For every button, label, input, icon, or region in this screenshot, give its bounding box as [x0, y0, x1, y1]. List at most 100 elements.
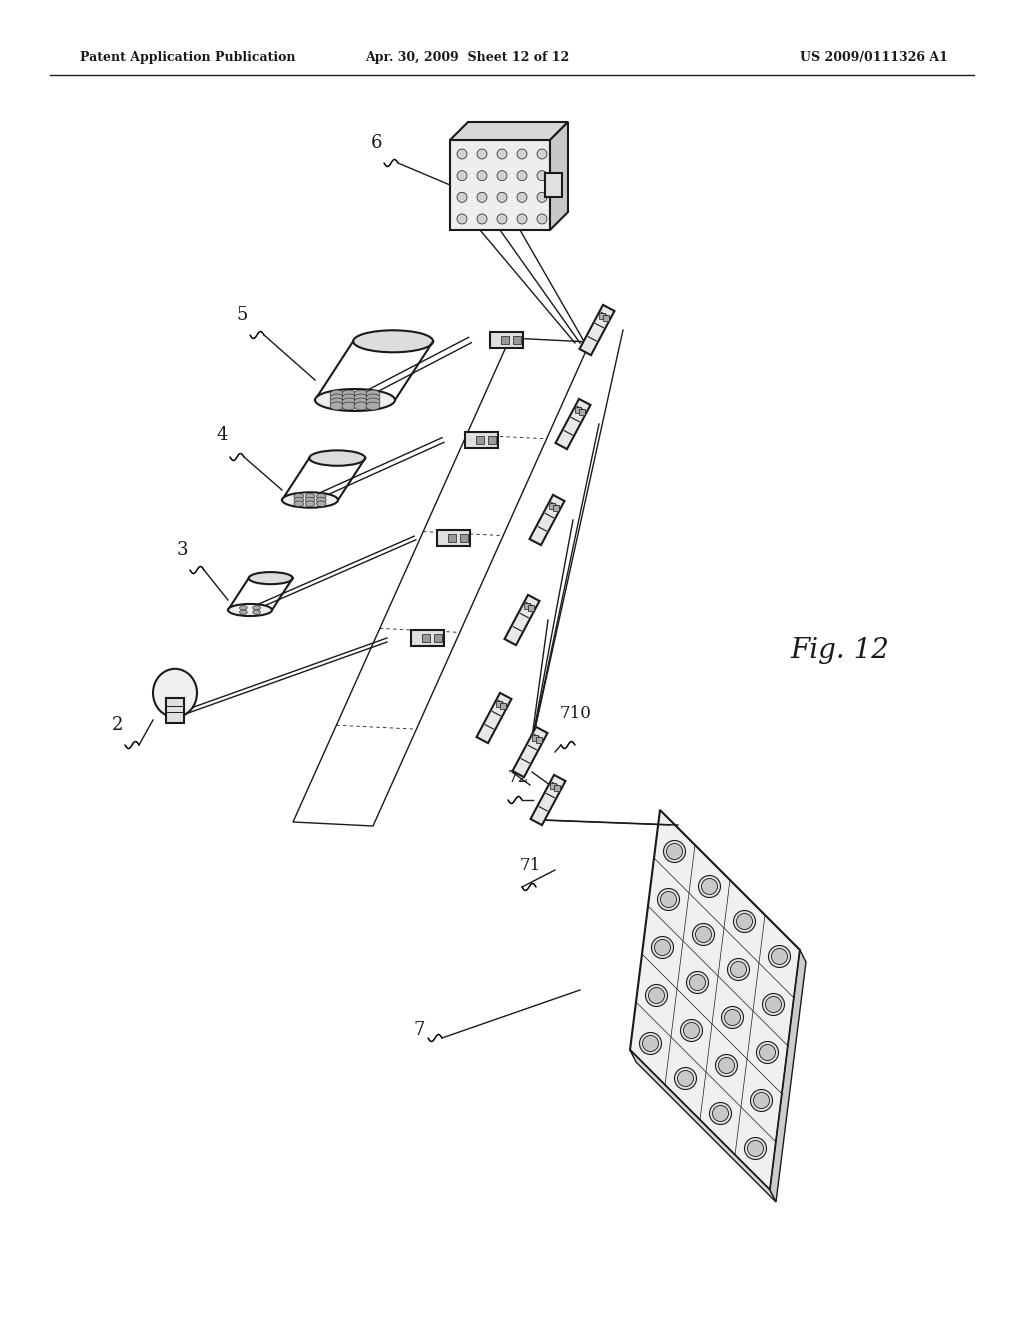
- Ellipse shape: [316, 494, 326, 499]
- Text: Apr. 30, 2009  Sheet 12 of 12: Apr. 30, 2009 Sheet 12 of 12: [365, 51, 569, 65]
- Polygon shape: [488, 436, 496, 444]
- Ellipse shape: [537, 170, 547, 181]
- Polygon shape: [501, 337, 509, 345]
- Ellipse shape: [645, 985, 668, 1006]
- Polygon shape: [523, 602, 529, 609]
- Ellipse shape: [366, 393, 380, 403]
- Ellipse shape: [342, 403, 356, 411]
- Polygon shape: [549, 503, 555, 508]
- Polygon shape: [465, 432, 498, 447]
- Ellipse shape: [497, 149, 507, 158]
- Ellipse shape: [517, 149, 527, 158]
- Text: 4: 4: [217, 426, 228, 444]
- Ellipse shape: [457, 149, 467, 158]
- Polygon shape: [490, 333, 523, 348]
- Polygon shape: [496, 701, 502, 706]
- Ellipse shape: [282, 492, 338, 508]
- Ellipse shape: [228, 605, 272, 616]
- Ellipse shape: [517, 214, 527, 224]
- Ellipse shape: [698, 875, 721, 898]
- Polygon shape: [450, 121, 568, 140]
- Ellipse shape: [305, 494, 315, 499]
- Ellipse shape: [305, 498, 315, 503]
- Ellipse shape: [537, 193, 547, 202]
- Polygon shape: [574, 407, 581, 413]
- Text: 7: 7: [414, 1020, 425, 1039]
- Ellipse shape: [730, 961, 746, 978]
- Ellipse shape: [733, 911, 756, 932]
- Polygon shape: [434, 634, 442, 642]
- Ellipse shape: [457, 170, 467, 181]
- Ellipse shape: [760, 1044, 775, 1060]
- Ellipse shape: [678, 1071, 693, 1086]
- Ellipse shape: [710, 1102, 731, 1125]
- Ellipse shape: [771, 949, 787, 965]
- Polygon shape: [166, 698, 184, 723]
- Text: Fig. 12: Fig. 12: [790, 636, 889, 664]
- Polygon shape: [531, 734, 538, 741]
- Polygon shape: [630, 810, 800, 1191]
- Ellipse shape: [727, 958, 750, 981]
- Ellipse shape: [701, 879, 718, 895]
- Polygon shape: [476, 436, 484, 444]
- Ellipse shape: [751, 1089, 772, 1111]
- Ellipse shape: [667, 843, 683, 859]
- Polygon shape: [556, 399, 591, 449]
- Ellipse shape: [686, 972, 709, 994]
- Ellipse shape: [517, 170, 527, 181]
- Ellipse shape: [315, 389, 395, 411]
- Ellipse shape: [354, 399, 368, 407]
- Polygon shape: [422, 634, 430, 642]
- Text: US 2009/0111326 A1: US 2009/0111326 A1: [800, 51, 948, 65]
- Ellipse shape: [253, 610, 260, 614]
- Ellipse shape: [342, 399, 356, 407]
- Polygon shape: [770, 950, 806, 1203]
- Ellipse shape: [477, 193, 487, 202]
- Ellipse shape: [683, 1023, 699, 1039]
- Ellipse shape: [497, 170, 507, 181]
- Polygon shape: [529, 495, 564, 545]
- Polygon shape: [630, 1049, 776, 1203]
- Polygon shape: [550, 121, 568, 230]
- Polygon shape: [449, 535, 456, 543]
- Ellipse shape: [240, 606, 247, 610]
- Polygon shape: [505, 595, 540, 645]
- Ellipse shape: [640, 1032, 662, 1055]
- Polygon shape: [513, 337, 521, 345]
- Ellipse shape: [457, 193, 467, 202]
- Ellipse shape: [330, 399, 344, 407]
- Ellipse shape: [477, 149, 487, 158]
- Ellipse shape: [766, 997, 781, 1012]
- Polygon shape: [528, 605, 535, 611]
- Polygon shape: [530, 775, 565, 825]
- Ellipse shape: [497, 214, 507, 224]
- Ellipse shape: [757, 1041, 778, 1064]
- Ellipse shape: [342, 389, 356, 399]
- Ellipse shape: [294, 498, 304, 503]
- Ellipse shape: [660, 891, 677, 908]
- Ellipse shape: [517, 193, 527, 202]
- Polygon shape: [513, 727, 548, 777]
- Ellipse shape: [153, 669, 197, 717]
- Text: 2: 2: [112, 715, 123, 734]
- Ellipse shape: [692, 924, 715, 945]
- Ellipse shape: [354, 393, 368, 403]
- Polygon shape: [460, 535, 468, 543]
- Ellipse shape: [716, 1055, 737, 1077]
- Ellipse shape: [748, 1140, 764, 1156]
- Text: Patent Application Publication: Patent Application Publication: [80, 51, 296, 65]
- Ellipse shape: [681, 1019, 702, 1041]
- Ellipse shape: [330, 393, 344, 403]
- Ellipse shape: [294, 494, 304, 499]
- Ellipse shape: [768, 945, 791, 968]
- Ellipse shape: [763, 994, 784, 1015]
- Ellipse shape: [477, 214, 487, 224]
- Ellipse shape: [249, 572, 293, 585]
- Ellipse shape: [316, 498, 326, 503]
- Polygon shape: [537, 737, 543, 743]
- Ellipse shape: [651, 936, 674, 958]
- Polygon shape: [550, 783, 556, 788]
- Polygon shape: [603, 315, 609, 321]
- Ellipse shape: [330, 403, 344, 411]
- Ellipse shape: [713, 1106, 728, 1122]
